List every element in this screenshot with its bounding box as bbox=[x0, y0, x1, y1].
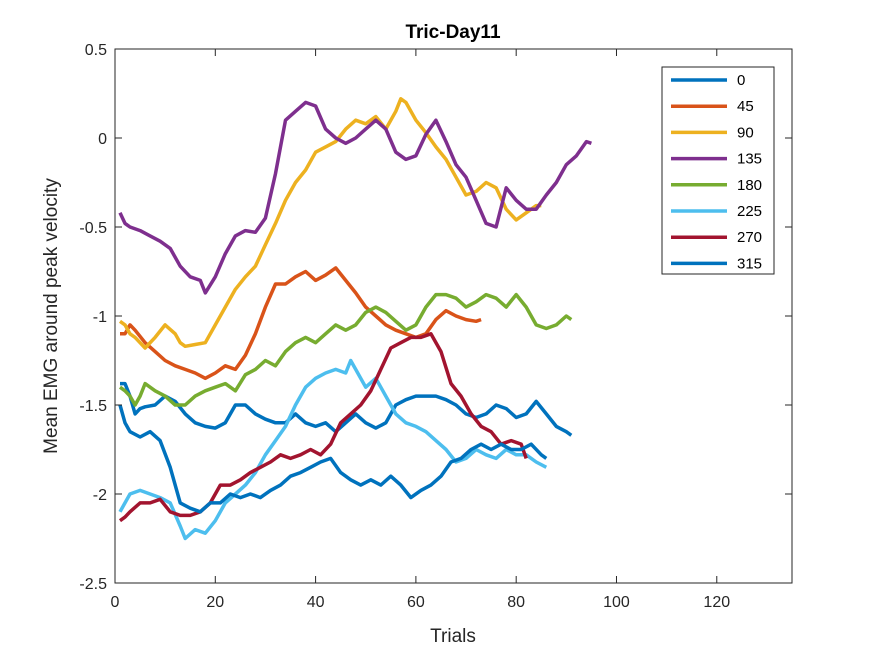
y-tick-label: -0.5 bbox=[79, 220, 107, 237]
chart-title: Tric-Day11 bbox=[405, 22, 500, 43]
series-line-315 bbox=[118, 404, 548, 514]
legend-label-180: 180 bbox=[737, 177, 762, 194]
series-line-225 bbox=[118, 358, 548, 541]
x-tick-label: 0 bbox=[111, 594, 120, 611]
x-tick-label: 20 bbox=[206, 594, 224, 611]
x-axis-label: Trials bbox=[430, 626, 476, 647]
y-tick-label: -1 bbox=[93, 309, 107, 326]
series-line-135 bbox=[118, 100, 592, 295]
series-line-90 bbox=[118, 97, 542, 350]
y-tick-label: 0 bbox=[98, 131, 107, 148]
series-line-270 bbox=[118, 332, 528, 523]
x-tick-label: 40 bbox=[307, 594, 325, 611]
y-tick-label: 0.5 bbox=[85, 42, 107, 59]
x-axis: 0 20 40 60 80 100 120 bbox=[111, 49, 730, 611]
y-axis: -2.5 -2 -1.5 -1 -0.5 0 0.5 bbox=[79, 42, 792, 593]
y-tick-label: -2 bbox=[93, 487, 107, 504]
legend: 0 45 90 135 180 225 270 315 bbox=[661, 66, 775, 275]
x-tick-label: 100 bbox=[603, 594, 630, 611]
legend-box bbox=[661, 66, 775, 275]
y-tick-label: -1.5 bbox=[79, 398, 107, 415]
y-tick-label: -2.5 bbox=[79, 576, 107, 593]
legend-label-225: 225 bbox=[737, 203, 762, 220]
legend-label-135: 135 bbox=[737, 151, 762, 168]
x-tick-label: 120 bbox=[703, 594, 730, 611]
legend-label-90: 90 bbox=[737, 124, 754, 141]
series-layer bbox=[118, 97, 592, 541]
x-tick-label: 80 bbox=[507, 594, 525, 611]
y-axis-label: Mean EMG around peak velocity bbox=[41, 178, 62, 454]
legend-label-315: 315 bbox=[737, 255, 762, 272]
legend-label-0: 0 bbox=[737, 72, 745, 89]
x-tick-label: 60 bbox=[407, 594, 425, 611]
legend-label-270: 270 bbox=[737, 229, 762, 246]
series-line-180 bbox=[118, 292, 573, 407]
legend-label-45: 45 bbox=[737, 98, 754, 115]
